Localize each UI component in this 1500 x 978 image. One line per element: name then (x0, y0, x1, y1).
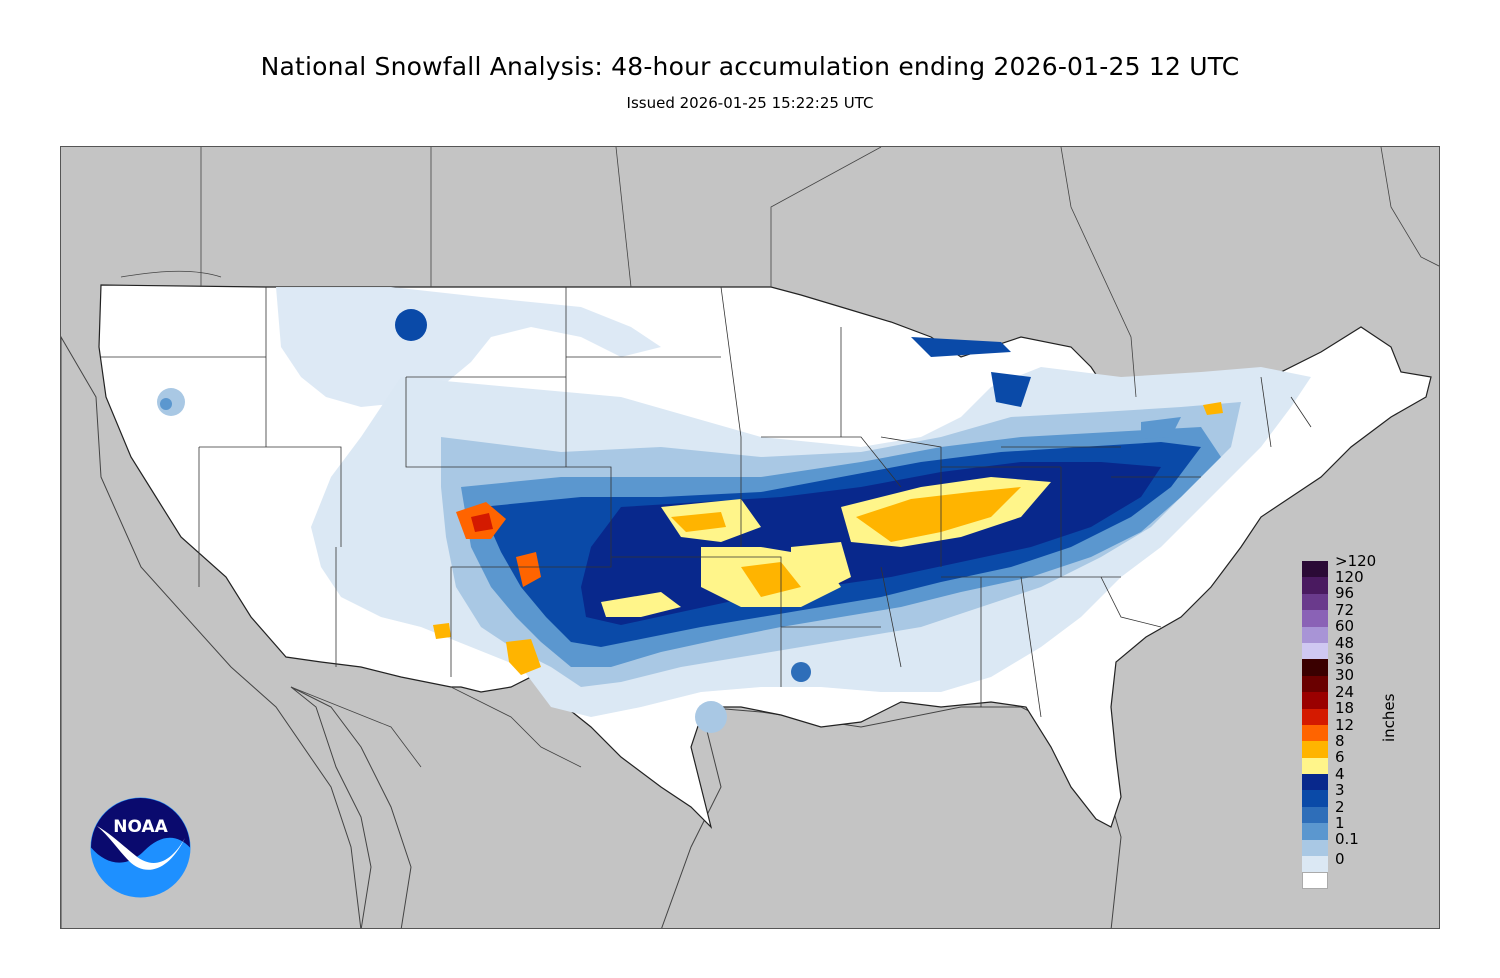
colorbar-swatch (1302, 774, 1328, 791)
snowfall-map[interactable] (60, 146, 1440, 929)
colorbar-label: 12 (1335, 715, 1355, 734)
colorbar-units: inches (1380, 693, 1398, 742)
colorbar-swatch (1302, 839, 1328, 857)
colorbar-label: 30 (1335, 666, 1355, 685)
colorbar-row: 60 (1302, 619, 1376, 643)
colorbar-swatch (1302, 872, 1328, 889)
colorbar-row: 30 (1302, 668, 1376, 693)
colorbar-row: 120 (1302, 570, 1376, 594)
colorbar-label: 96 (1335, 584, 1355, 603)
colorbar-label: 3 (1335, 781, 1345, 800)
colorbar-row: 48 (1302, 635, 1376, 660)
colorbar-label: 60 (1335, 617, 1355, 636)
issued-timestamp: Issued 2026-01-25 15:22:25 UTC (626, 94, 874, 112)
colorbar-swatch (1302, 593, 1328, 611)
noaa-logo: NOAA (89, 796, 192, 899)
international-borders (120, 147, 1439, 768)
map-title: National Snowfall Analysis: 48-hour accu… (260, 52, 1240, 81)
map-canvas (61, 147, 1439, 928)
colorbar-label: 120 (1335, 568, 1364, 587)
colorbar-row: >120 (1302, 553, 1376, 578)
colorbar-label: 72 (1335, 600, 1355, 619)
colorbar-row (1302, 856, 1376, 873)
colorbar-swatch (1302, 642, 1328, 660)
colorbar-swatch (1302, 610, 1328, 627)
colorbar-row: 36 (1302, 652, 1376, 676)
colorbar-swatch (1302, 856, 1328, 873)
colorbar-label: 8 (1335, 731, 1345, 750)
colorbar-row: 8 (1302, 733, 1376, 758)
colorbar-row: 96 (1302, 586, 1376, 611)
colorbar-swatch (1302, 708, 1328, 725)
colorbar-row: 72 (1302, 602, 1376, 627)
colorbar-row: 24 (1302, 684, 1376, 709)
snowfall-shading (157, 287, 1311, 733)
colorbar-label: 6 (1335, 748, 1345, 767)
colorbar-swatch (1302, 724, 1328, 742)
colorbar-label-zero: 0 (1335, 850, 1345, 868)
colorbar-label: 36 (1335, 650, 1355, 669)
colorbar-swatch (1302, 626, 1328, 643)
colorbar-label: 1 (1335, 813, 1345, 832)
colorbar-swatch (1302, 757, 1328, 775)
state-borders (101, 286, 1312, 718)
colorbar-label: 48 (1335, 633, 1355, 652)
colorbar-label: 2 (1335, 797, 1345, 816)
colorbar-label: 0.1 (1335, 830, 1359, 849)
colorbar-swatch (1302, 561, 1328, 578)
colorbar-label: 24 (1335, 682, 1355, 701)
colorbar-row: 4 (1302, 766, 1376, 791)
colorbar-row: 0.1 (1302, 832, 1376, 857)
colorbar-row: 2 (1302, 799, 1376, 824)
noaa-logo-text: NOAA (113, 817, 168, 837)
colorbar-row: 3 (1302, 783, 1376, 807)
colorbar-swatch (1302, 675, 1328, 693)
colorbar-row: 1 (1302, 815, 1376, 840)
colorbar-swatch (1302, 823, 1328, 840)
colorbar-row: 12 (1302, 717, 1376, 742)
colorbar-swatch (1302, 692, 1328, 709)
colorbar-swatch (1302, 659, 1328, 676)
colorbar-label: >120 (1335, 551, 1377, 570)
colorbar-legend: >120 120 96 72 60 48 36 30 24 18 12 8 6 4 3 2 1 0.1 0 (1302, 553, 1376, 889)
colorbar-label: 4 (1335, 764, 1345, 783)
colorbar-swatch (1302, 577, 1328, 594)
colorbar-swatch (1302, 741, 1328, 758)
colorbar-label: 18 (1335, 699, 1355, 718)
colorbar-row (1302, 872, 1376, 889)
colorbar-row: 6 (1302, 750, 1376, 775)
colorbar-swatch (1302, 806, 1328, 824)
colorbar-swatch (1302, 790, 1328, 807)
water-bodies (61, 336, 1122, 928)
colorbar-row: 18 (1302, 701, 1376, 725)
